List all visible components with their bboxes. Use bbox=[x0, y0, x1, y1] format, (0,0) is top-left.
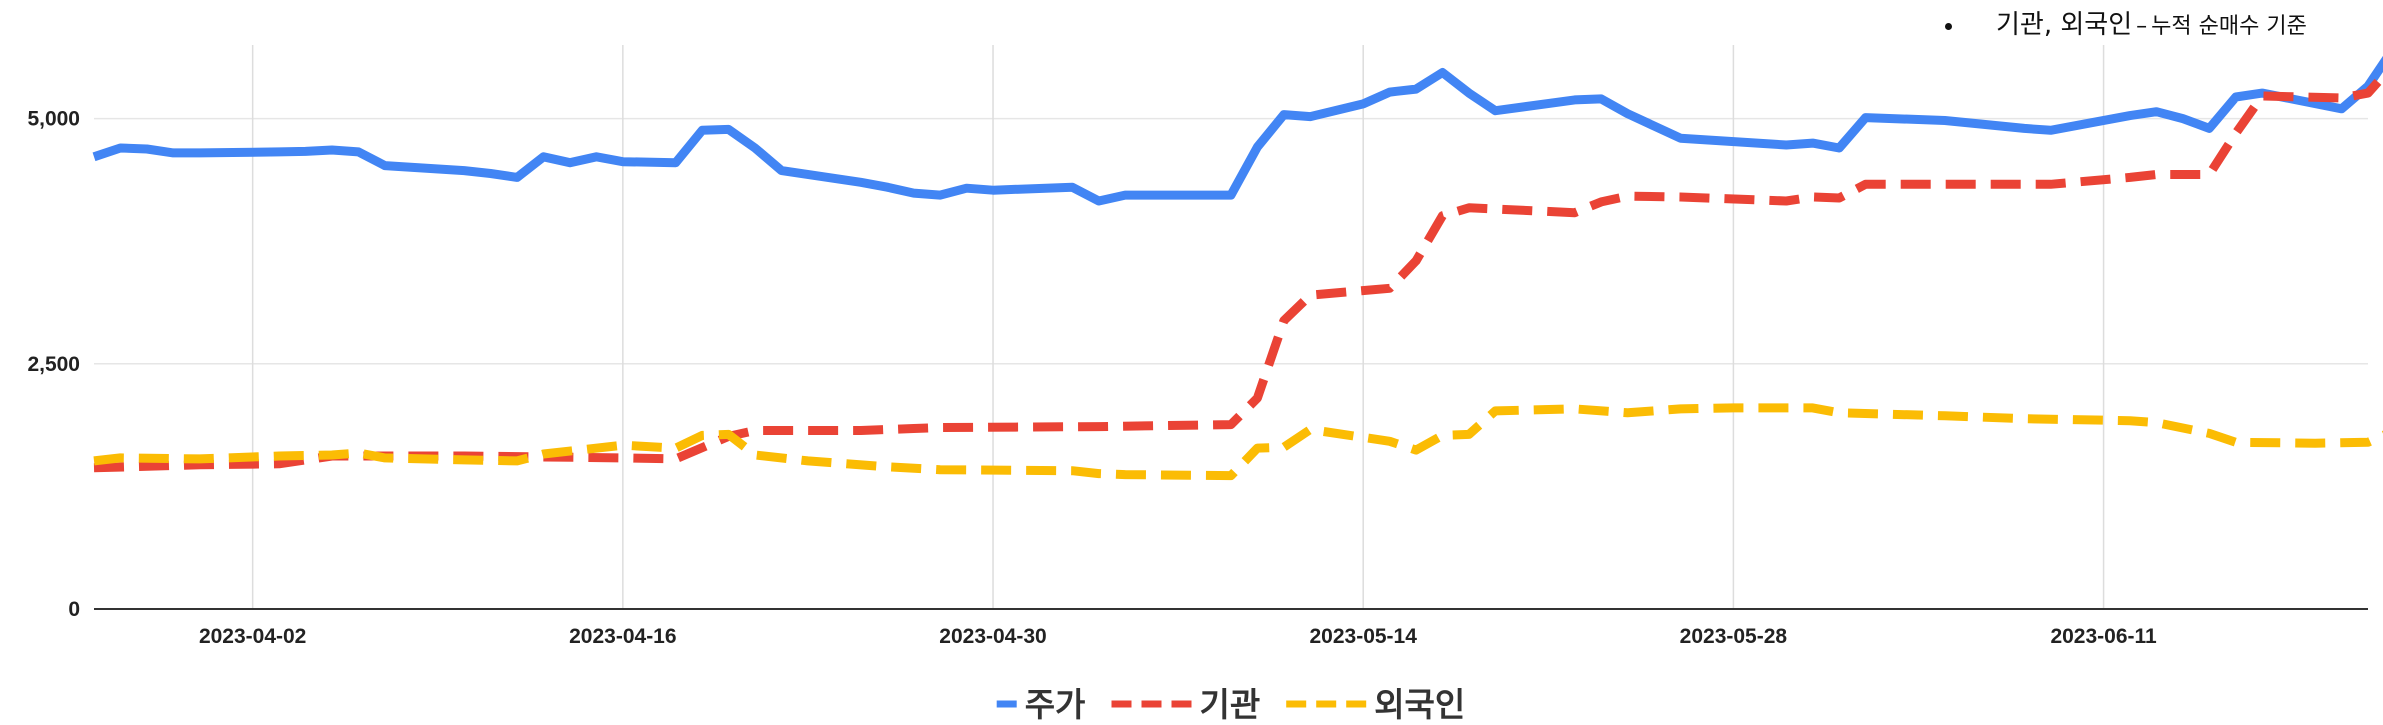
legend[interactable]: 주가 기관 외국인 bbox=[996, 685, 1466, 724]
series-line-1 bbox=[92, 55, 2383, 206]
annotation-main: 기관, 외국인 bbox=[1996, 10, 2133, 40]
legend-item-2[interactable]: 기관 bbox=[1111, 685, 1261, 724]
x-tick-label: 2023-05-28 bbox=[1680, 625, 1788, 648]
y-tick-label: 2,500 bbox=[27, 353, 80, 376]
series-line-2 bbox=[93, 69, 2383, 473]
legend-item-3[interactable]: 외국인 bbox=[1286, 685, 1465, 724]
legend-label: 주가 bbox=[1025, 685, 1086, 724]
bullet-icon bbox=[1945, 22, 1952, 30]
y-tick-label: 5,000 bbox=[27, 108, 80, 131]
x-tick-label: 2023-06-11 bbox=[2050, 625, 2157, 648]
y-tick-label: 0 bbox=[68, 598, 80, 621]
series-line-3 bbox=[93, 403, 2383, 481]
legend-item-1[interactable]: 주가 bbox=[996, 685, 1086, 724]
annotation-detail: 누적 순매수 기준 bbox=[2151, 14, 2307, 39]
x-axis: 2023-04-02 2023-04-16 2023-04-30 2023-05-14… bbox=[94, 608, 2368, 648]
x-tick-label: 2023-04-02 bbox=[199, 625, 306, 648]
legend-label: 기관 bbox=[1200, 685, 1261, 724]
series-lines bbox=[92, 55, 2383, 481]
annotation-dash: – bbox=[2136, 14, 2148, 39]
x-tick-label: 2023-05-14 bbox=[1309, 625, 1417, 648]
annotation-note: 기관, 외국인 – 누적 순매수 기준 bbox=[1945, 4, 2307, 41]
x-tick-label: 2023-04-16 bbox=[569, 625, 676, 648]
x-tick-label: 2023-04-30 bbox=[939, 625, 1046, 648]
legend-label: 외국인 bbox=[1374, 685, 1465, 724]
y-axis: 0 2,500 5,000 bbox=[27, 108, 80, 621]
